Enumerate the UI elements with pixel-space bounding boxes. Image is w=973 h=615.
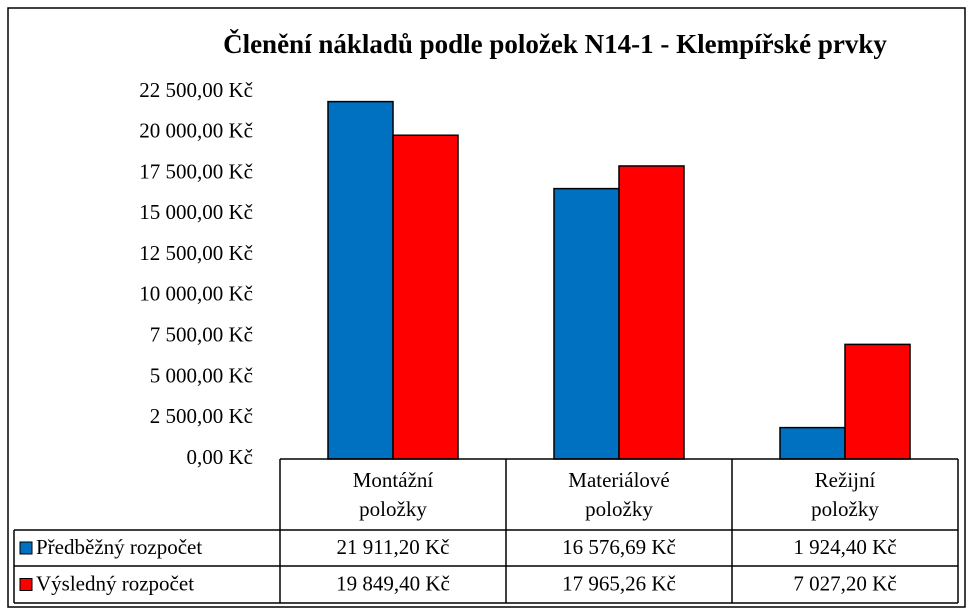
bar [553, 187, 620, 460]
bar [618, 165, 685, 460]
y-tick-label: 10 000,00 Kč [139, 282, 253, 306]
bar [392, 134, 459, 460]
chart-title: Členění nákladů podle položek N14-1 - Kl… [223, 29, 887, 59]
y-tick-label: 0,00 Kč [187, 445, 254, 469]
category-text: Materiálové položky [568, 467, 670, 521]
legend-swatch [19, 541, 33, 555]
table-value: 16 576,69 Kč [562, 535, 676, 559]
x-tick-label: Režijní položky [732, 459, 958, 530]
y-tick-label: 7 500,00 Kč [150, 322, 253, 346]
table-value: 7 027,20 Kč [793, 571, 896, 595]
table-value: 1 924,40 Kč [793, 535, 896, 559]
legend-label: Výsledný rozpočet [36, 571, 194, 595]
table-value: 21 911,20 Kč [337, 535, 450, 559]
y-tick-label: 22 500,00 Kč [139, 78, 253, 102]
bar [779, 426, 846, 460]
chart-border [7, 7, 966, 608]
legend-swatch [19, 578, 33, 591]
category-text: Montážní položky [352, 467, 434, 521]
y-tick-label: 17 500,00 Kč [139, 159, 253, 183]
y-tick-label: 2 500,00 Kč [150, 404, 253, 428]
x-tick-label: Montážní položky [280, 459, 506, 530]
table-value: 17 965,26 Kč [562, 571, 676, 595]
y-tick-label: 20 000,00 Kč [139, 119, 253, 143]
bar [844, 343, 911, 460]
table-value: 19 849,40 Kč [336, 571, 450, 595]
y-tick-label: 12 500,00 Kč [139, 241, 253, 265]
y-tick-label: 15 000,00 Kč [139, 200, 253, 224]
legend-label: Předběžný rozpočet [36, 535, 202, 559]
x-tick-label: Materiálové položky [506, 459, 732, 530]
category-text: Režijní položky [811, 467, 879, 521]
bar [327, 100, 394, 460]
y-tick-label: 5 000,00 Kč [150, 363, 253, 387]
